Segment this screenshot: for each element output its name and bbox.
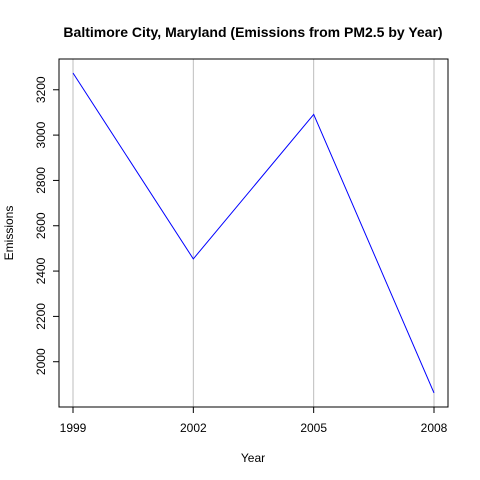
plot-frame	[58, 58, 449, 408]
x-tick-label-2002: 2002	[180, 421, 207, 435]
x-axis-label: Year	[241, 451, 265, 465]
x-tick-label-2008: 2008	[421, 421, 448, 435]
y-tick-label-3200: 3200	[34, 76, 48, 103]
x-axis: 1999 2002 2005 2008	[60, 406, 448, 435]
y-tick-label-2800: 2800	[34, 167, 48, 194]
y-axis-label: Emissions	[2, 206, 16, 261]
y-tick-label-2000: 2000	[34, 348, 48, 375]
y-tick-label-3000: 3000	[34, 121, 48, 148]
y-tick-label-2400: 2400	[34, 257, 48, 284]
x-tick-label-2005: 2005	[300, 421, 327, 435]
chart-title: Baltimore City, Maryland (Emissions from…	[63, 24, 442, 40]
series-group	[72, 72, 435, 394]
grid-lines	[72, 59, 435, 407]
x-tick-label-1999: 1999	[60, 421, 87, 435]
y-axis: 2000 2200 2400 2600 2800 3000 3200	[34, 76, 60, 375]
y-tick-label-2200: 2200	[34, 303, 48, 330]
series-line-0	[72, 72, 435, 394]
y-tick-label-2600: 2600	[34, 212, 48, 239]
